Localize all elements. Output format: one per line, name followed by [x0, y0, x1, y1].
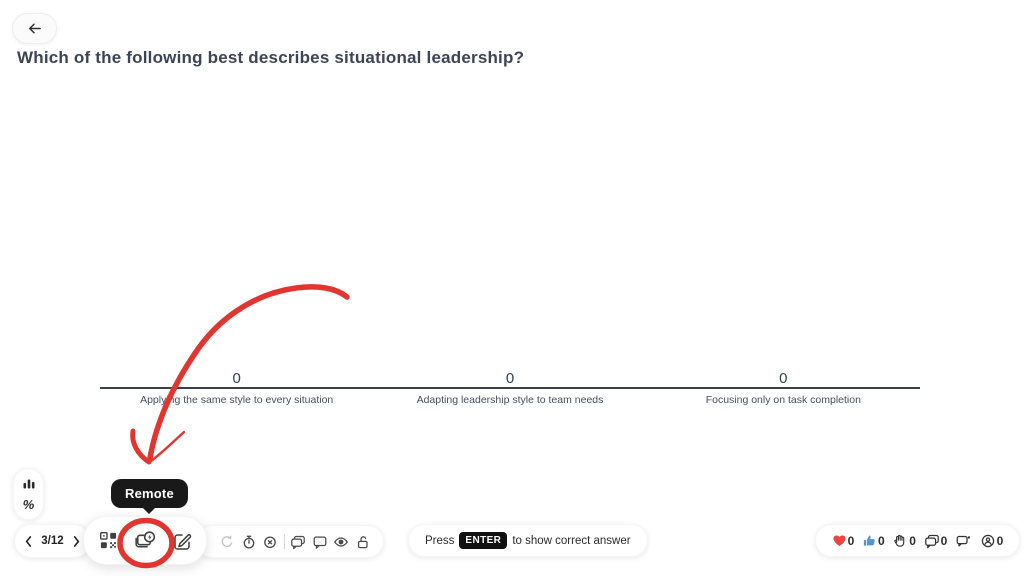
enter-hint-prefix: Press	[425, 534, 455, 547]
unlock-icon[interactable]	[355, 534, 371, 550]
percent-icon[interactable]: %	[22, 497, 35, 512]
presentation-tools	[196, 525, 384, 558]
option-label: Applying the same style to every situati…	[140, 394, 334, 406]
chat-new-reaction[interactable]	[955, 533, 972, 549]
option-count: 0	[505, 370, 515, 387]
back-arrow-icon	[26, 20, 43, 37]
comments-icon	[924, 533, 940, 549]
remote-tooltip: Remote	[111, 479, 188, 508]
option-label: Focusing only on task completion	[705, 394, 861, 406]
slide-action-panel	[83, 516, 207, 565]
prev-slide-button[interactable]	[23, 535, 34, 548]
timer-off-icon[interactable]	[262, 534, 278, 550]
page-title: Which of the following best describes si…	[17, 48, 525, 67]
chat-new-icon	[955, 533, 971, 549]
results-chart: 0 0 0 Applying the same style to every s…	[100, 366, 920, 407]
comments-icon[interactable]	[290, 534, 306, 550]
qr-code-icon[interactable]	[99, 531, 118, 550]
thumbs-up-icon	[862, 533, 877, 548]
option-label: Adapting leadership style to team needs	[416, 394, 604, 406]
enter-key-badge: ENTER	[459, 532, 508, 549]
chart-baseline	[100, 387, 920, 389]
slide-navigation: 3/12	[14, 524, 91, 558]
enter-hint: Press ENTER to show correct answer	[408, 524, 648, 557]
reactions-bar: 0 0 0 0 0	[815, 524, 1020, 557]
heart-icon	[832, 533, 847, 548]
raised-hand-reaction[interactable]: 0	[892, 533, 916, 549]
toolbar-divider	[283, 534, 285, 549]
chat-icon[interactable]	[312, 534, 328, 550]
next-slide-button[interactable]	[71, 535, 82, 548]
bar-chart-icon[interactable]	[22, 476, 36, 490]
eye-icon[interactable]	[333, 534, 349, 550]
enter-hint-suffix: to show correct answer	[512, 534, 631, 547]
audience-reaction[interactable]: 0	[980, 533, 1003, 549]
audience-icon	[980, 533, 996, 549]
slide-counter: 3/12	[41, 535, 64, 547]
thumbs-up-reaction[interactable]: 0	[862, 533, 885, 548]
remote-icon[interactable]	[132, 528, 157, 553]
reset-timer-icon[interactable]	[219, 534, 235, 550]
raised-hand-icon	[892, 533, 908, 549]
edit-icon[interactable]	[172, 531, 192, 551]
option-count: 0	[779, 370, 788, 387]
chart-view-switcher: %	[13, 468, 44, 520]
stopwatch-icon[interactable]	[241, 534, 257, 550]
back-button[interactable]	[12, 13, 57, 44]
heart-reaction[interactable]: 0	[832, 533, 854, 548]
comments-reaction[interactable]: 0	[924, 533, 947, 549]
option-count: 0	[232, 370, 241, 387]
